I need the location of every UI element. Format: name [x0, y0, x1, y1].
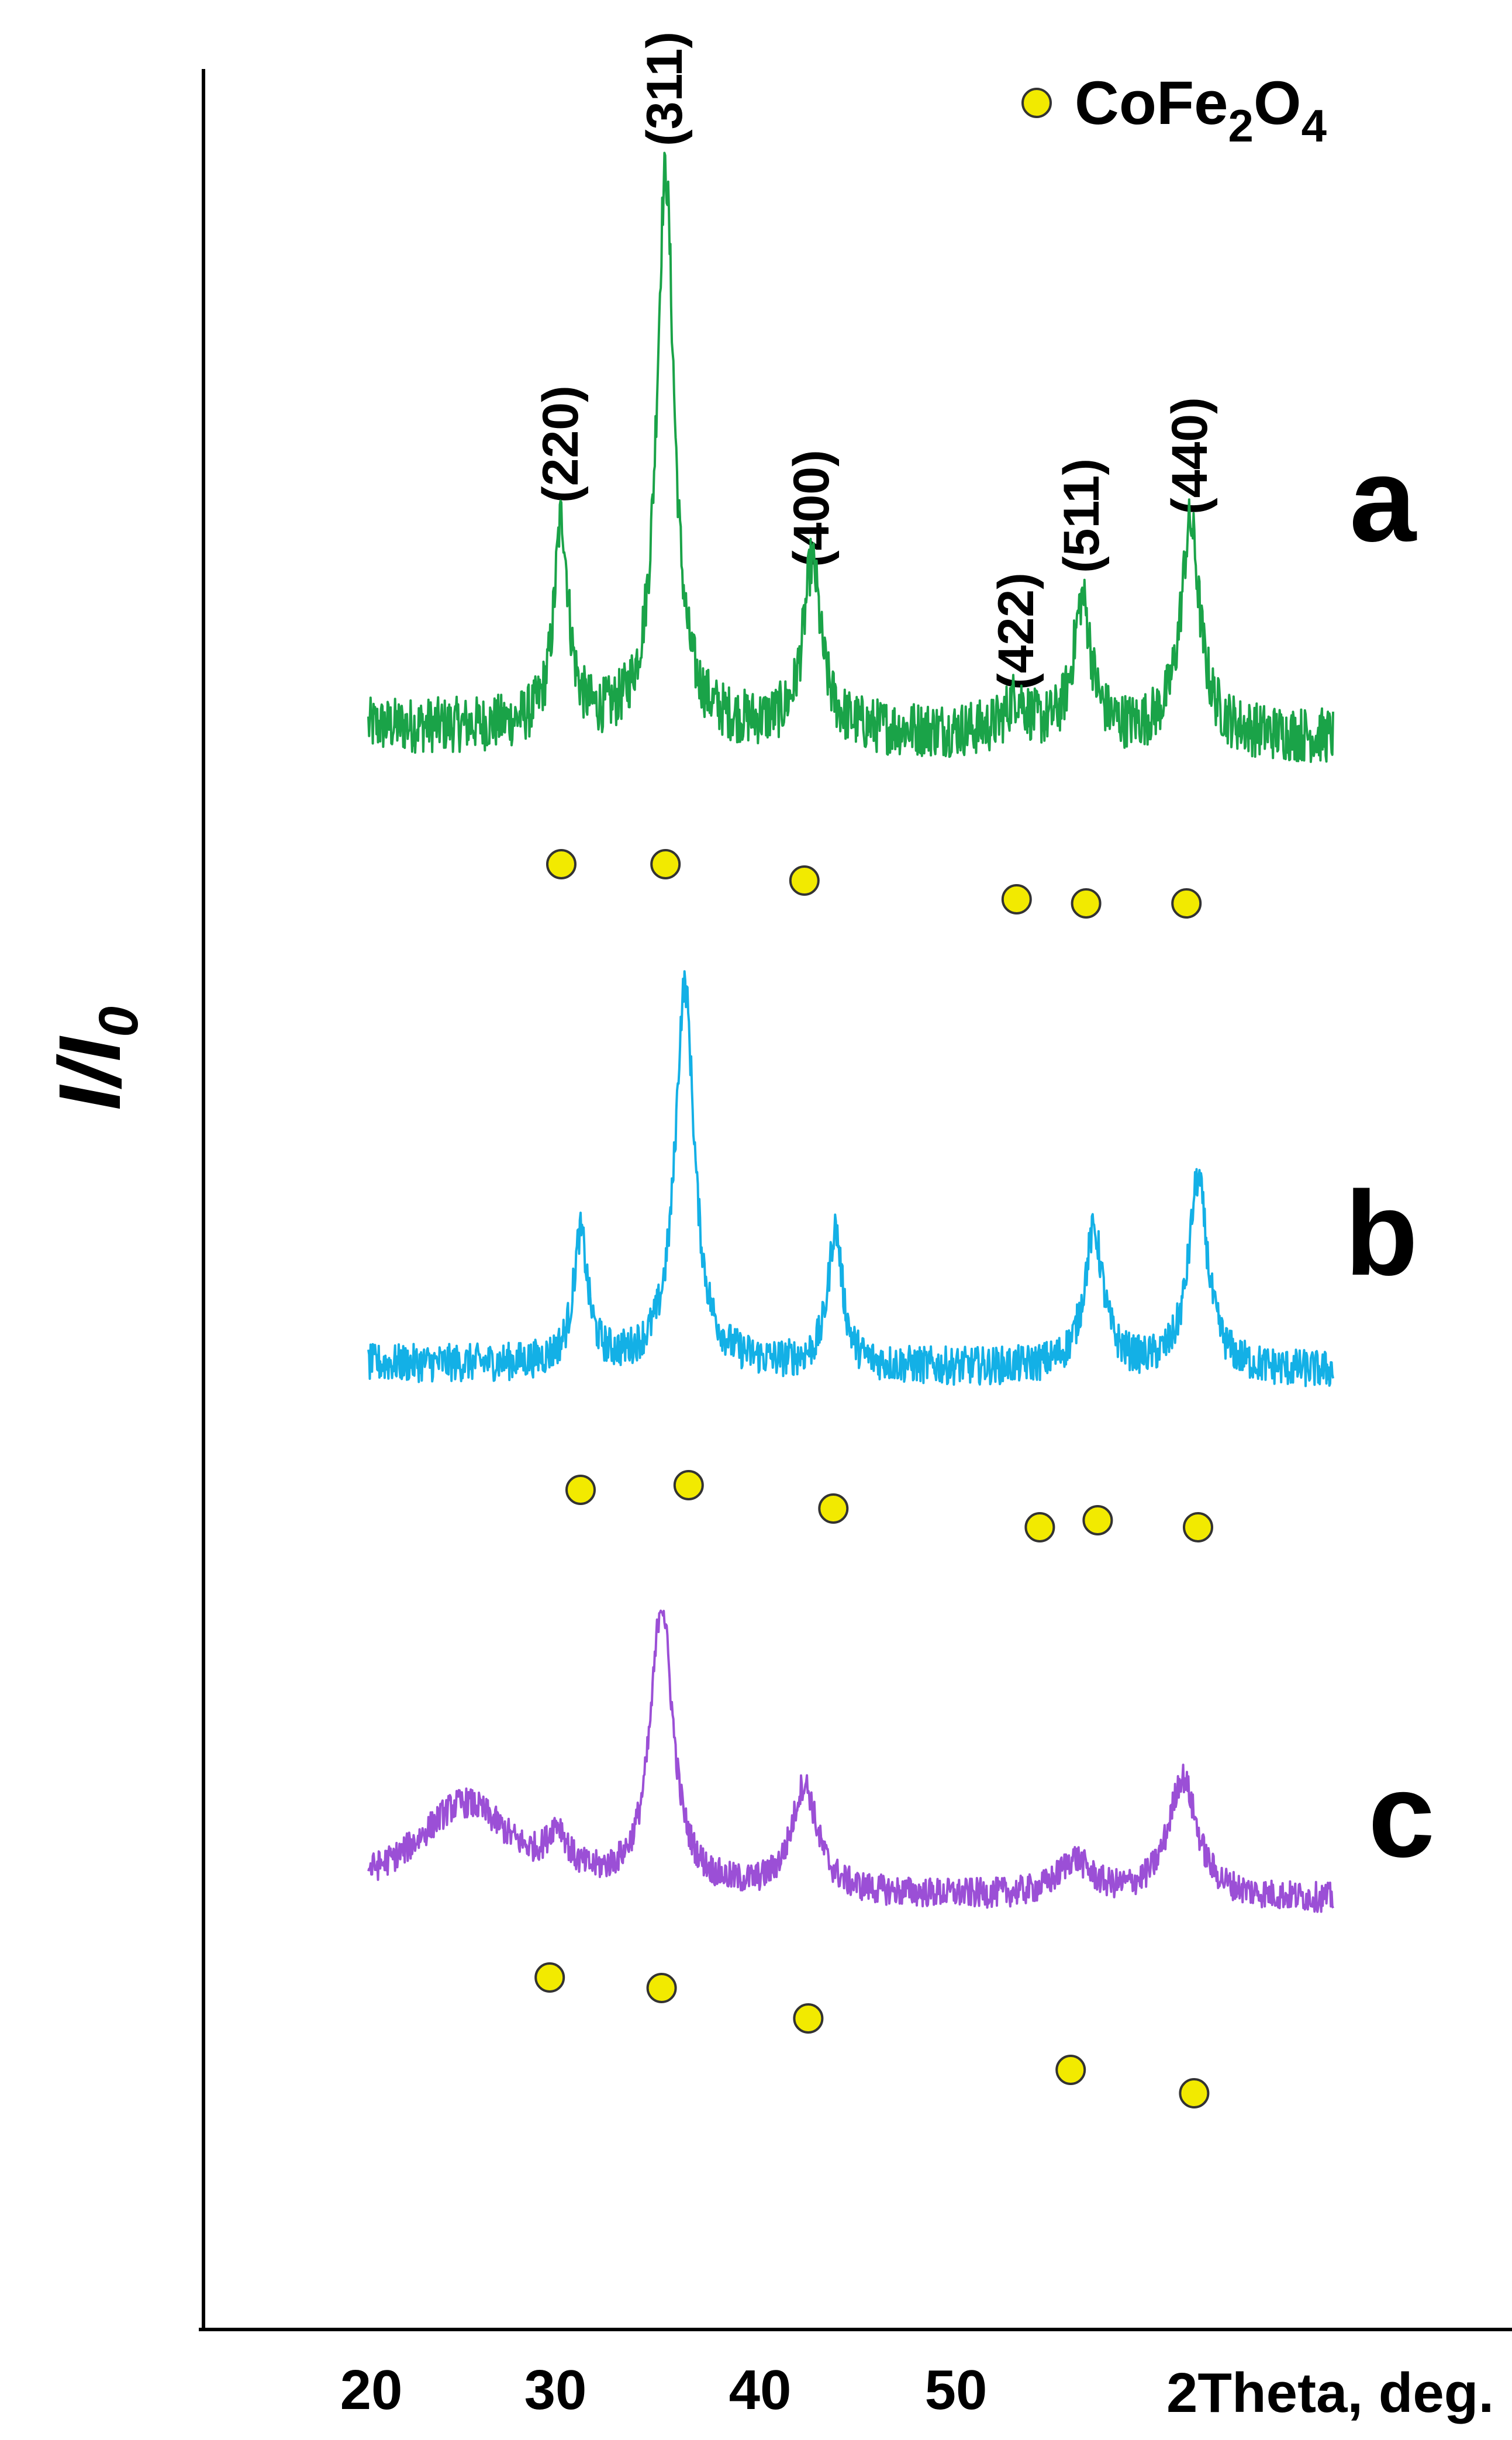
- panel-letter-b: b: [1345, 1166, 1418, 1300]
- phase-marker-b-3: [818, 1493, 849, 1524]
- phase-marker-b-6: [1183, 1512, 1213, 1542]
- hkl-label-511: (511): [1054, 458, 1110, 573]
- x-axis-label: 2Theta, deg.: [1166, 2362, 1494, 2424]
- svg-text:(311): (311): [637, 32, 693, 146]
- phase-marker-b-4: [1024, 1512, 1055, 1542]
- phase-marker-a-6: [1171, 888, 1202, 919]
- x-tick-labels: 20 30 40 50: [340, 2359, 988, 2421]
- phase-marker-b-5: [1082, 1505, 1113, 1535]
- hkl-label-440: (440): [1162, 397, 1218, 515]
- series-line-a: [367, 151, 1334, 763]
- svg-text:(422): (422): [988, 572, 1044, 690]
- phase-marker-a-5: [1071, 888, 1102, 919]
- svg-text:(511): (511): [1054, 458, 1110, 573]
- y-axis-label: I/I0: [40, 1006, 150, 1110]
- hkl-label-220: (220): [533, 385, 589, 503]
- series-group: [367, 151, 1334, 1913]
- phase-marker-b-2: [673, 1470, 704, 1500]
- phase-marker-c-2: [646, 1973, 677, 2003]
- y-axis-label-subscript: 0: [88, 1006, 150, 1037]
- y-axis-label-main: I/I: [40, 1036, 139, 1110]
- svg-text:(220): (220): [533, 385, 589, 503]
- svg-text:(440): (440): [1162, 397, 1218, 515]
- phase-marker-c-1: [534, 1962, 565, 1993]
- x-tick-label-40: 40: [729, 2359, 792, 2421]
- legend-label: CoFe2O4: [1075, 69, 1327, 151]
- phase-marker-a-4: [1001, 884, 1032, 914]
- phase-marker-a-1: [546, 849, 577, 879]
- phase-marker-a-3: [789, 865, 820, 896]
- panel-letter-a: a: [1349, 433, 1417, 567]
- hkl-labels: (220)(311)(400)(422)(511)(440): [533, 32, 1218, 690]
- phase-markers: [534, 849, 1213, 2108]
- x-tick-label-30: 30: [524, 2359, 587, 2421]
- x-tick-label-20: 20: [340, 2359, 403, 2421]
- phase-marker-c-4: [1055, 2055, 1086, 2085]
- phase-marker-b-1: [565, 1475, 596, 1505]
- x-tick-label-50: 50: [925, 2359, 988, 2421]
- series-line-b: [367, 970, 1334, 1388]
- panel-letter-c: c: [1368, 1748, 1435, 1882]
- phase-marker-c-3: [793, 2003, 824, 2034]
- hkl-label-422: (422): [988, 572, 1044, 690]
- hkl-label-311: (311): [637, 32, 693, 146]
- legend-marker: [1021, 88, 1052, 118]
- series-line-c: [367, 1609, 1334, 1913]
- phase-marker-a-2: [650, 849, 681, 879]
- legend: CoFe2O4: [1021, 69, 1327, 151]
- phase-marker-c-5: [1179, 2078, 1210, 2108]
- svg-text:I/I0: I/I0: [40, 1006, 150, 1110]
